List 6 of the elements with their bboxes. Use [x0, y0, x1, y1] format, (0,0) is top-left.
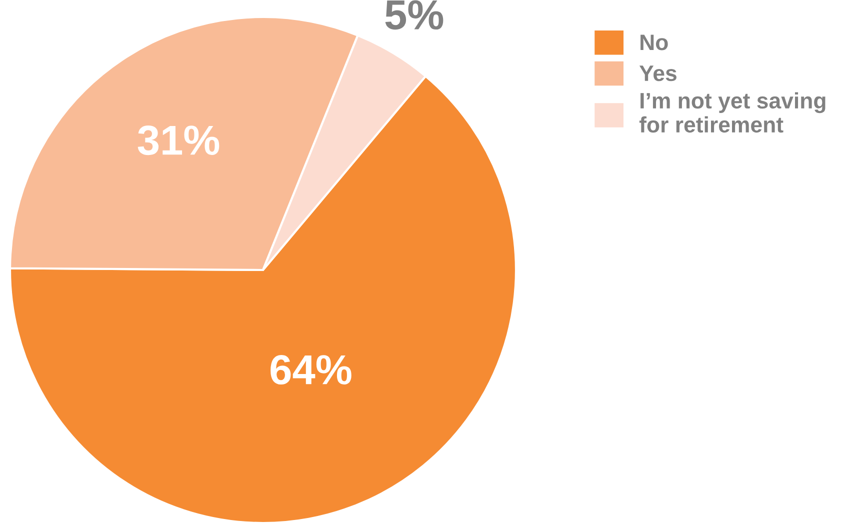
- data-label: 31%: [138, 126, 220, 156]
- data-label: 64%: [270, 355, 352, 385]
- data-label: 5%: [385, 0, 444, 30]
- legend-label: No: [640, 34, 668, 50]
- legend-label: I’m not yet saving for retirement: [639, 92, 826, 133]
- legend-label: Yes: [639, 66, 676, 82]
